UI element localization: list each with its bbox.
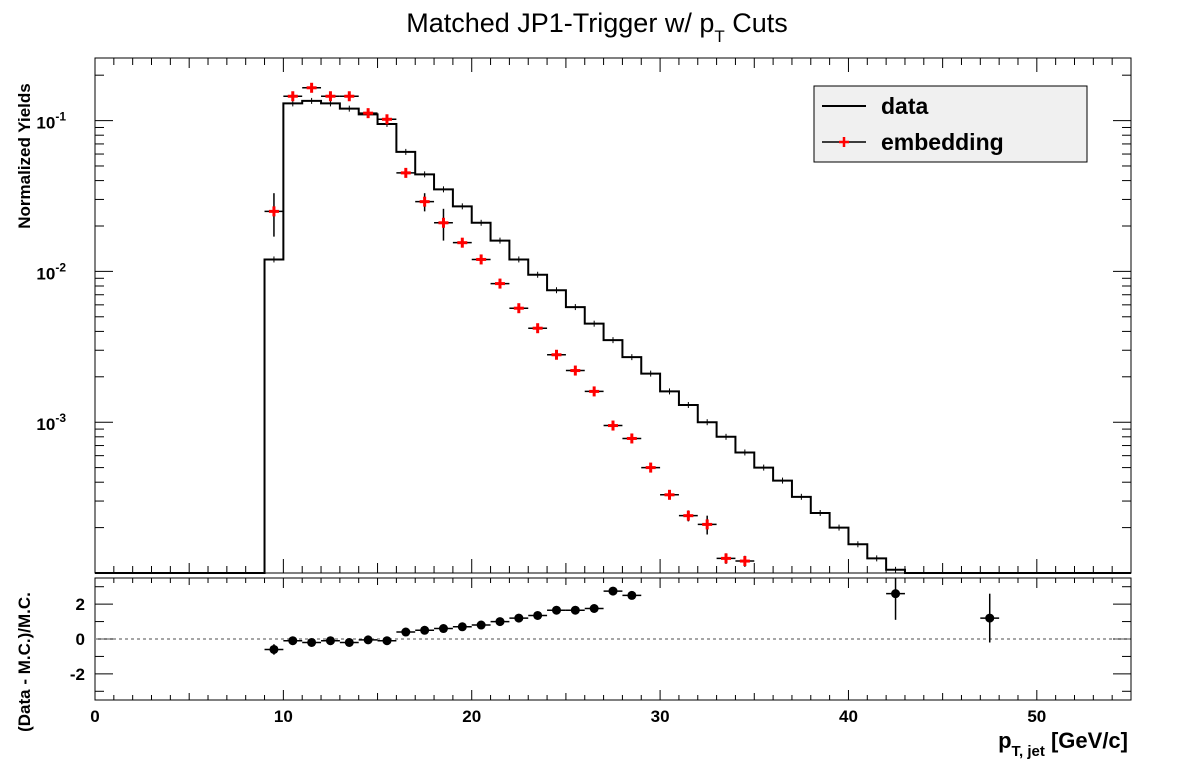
ratio-point	[363, 635, 373, 645]
ratio-y-tick-label: -2	[70, 665, 85, 684]
main-y-tick-label: 10-3	[36, 411, 66, 434]
main-plot-frame	[94, 57, 1132, 574]
x-tick-label: 50	[1027, 707, 1046, 726]
ratio-point	[438, 624, 448, 634]
legend-entry-data: data	[881, 93, 929, 119]
ratio-point	[269, 644, 279, 654]
data-histogram	[95, 99, 1131, 574]
x-tick-label: 10	[274, 707, 293, 726]
ratio-point	[985, 613, 995, 623]
main-axis-ticks	[94, 58, 1132, 574]
ratio-point	[476, 620, 486, 630]
ratio-point	[344, 637, 354, 647]
ratio-y-tick-labels: 2 0 -2	[70, 595, 85, 684]
x-tick-label: 40	[839, 707, 858, 726]
ratio-point	[495, 617, 505, 627]
ratio-point	[307, 637, 317, 647]
ratio-point	[420, 625, 430, 635]
main-y-tick-label: 10-1	[36, 110, 66, 133]
ratio-point	[401, 627, 411, 637]
main-y-tick-label: 10-2	[36, 260, 66, 283]
ratio-point	[570, 605, 580, 615]
ratio-data-layer	[95, 578, 1131, 655]
ratio-point	[533, 610, 543, 620]
legend-box	[813, 85, 1088, 163]
ratio-point	[551, 605, 561, 615]
ratio-point	[457, 622, 467, 632]
ratio-point	[325, 636, 335, 646]
ratio-point	[627, 590, 637, 600]
main-y-axis-label: Normalized Yields	[15, 83, 34, 229]
ratio-y-tick-label: 0	[76, 630, 85, 649]
chart-title: Matched JP1-Trigger w/ pT Cuts	[406, 8, 788, 46]
legend-entry-embedding: embedding	[881, 129, 1004, 155]
main-y-tick-labels: 10-1 10-2 10-3	[36, 110, 66, 435]
x-tick-labels: 0 10 20 30 40 50	[90, 707, 1046, 726]
ratio-point	[514, 613, 524, 623]
ratio-y-tick-label: 2	[76, 595, 85, 614]
ratio-point	[891, 589, 901, 599]
ratio-point	[288, 636, 298, 646]
x-tick-label: 0	[90, 707, 99, 726]
main-data-layer	[95, 82, 1131, 574]
x-axis-label: pT, jet [GeV/c]	[998, 728, 1128, 760]
ratio-point	[382, 636, 392, 646]
ratio-point	[608, 586, 618, 596]
ratio-y-axis-label: (Data - M.C.)/M.C.	[15, 592, 34, 732]
x-tick-label: 30	[651, 707, 670, 726]
ratio-point	[589, 604, 599, 613]
legend: data embedding	[813, 85, 1088, 163]
x-tick-label: 20	[462, 707, 481, 726]
